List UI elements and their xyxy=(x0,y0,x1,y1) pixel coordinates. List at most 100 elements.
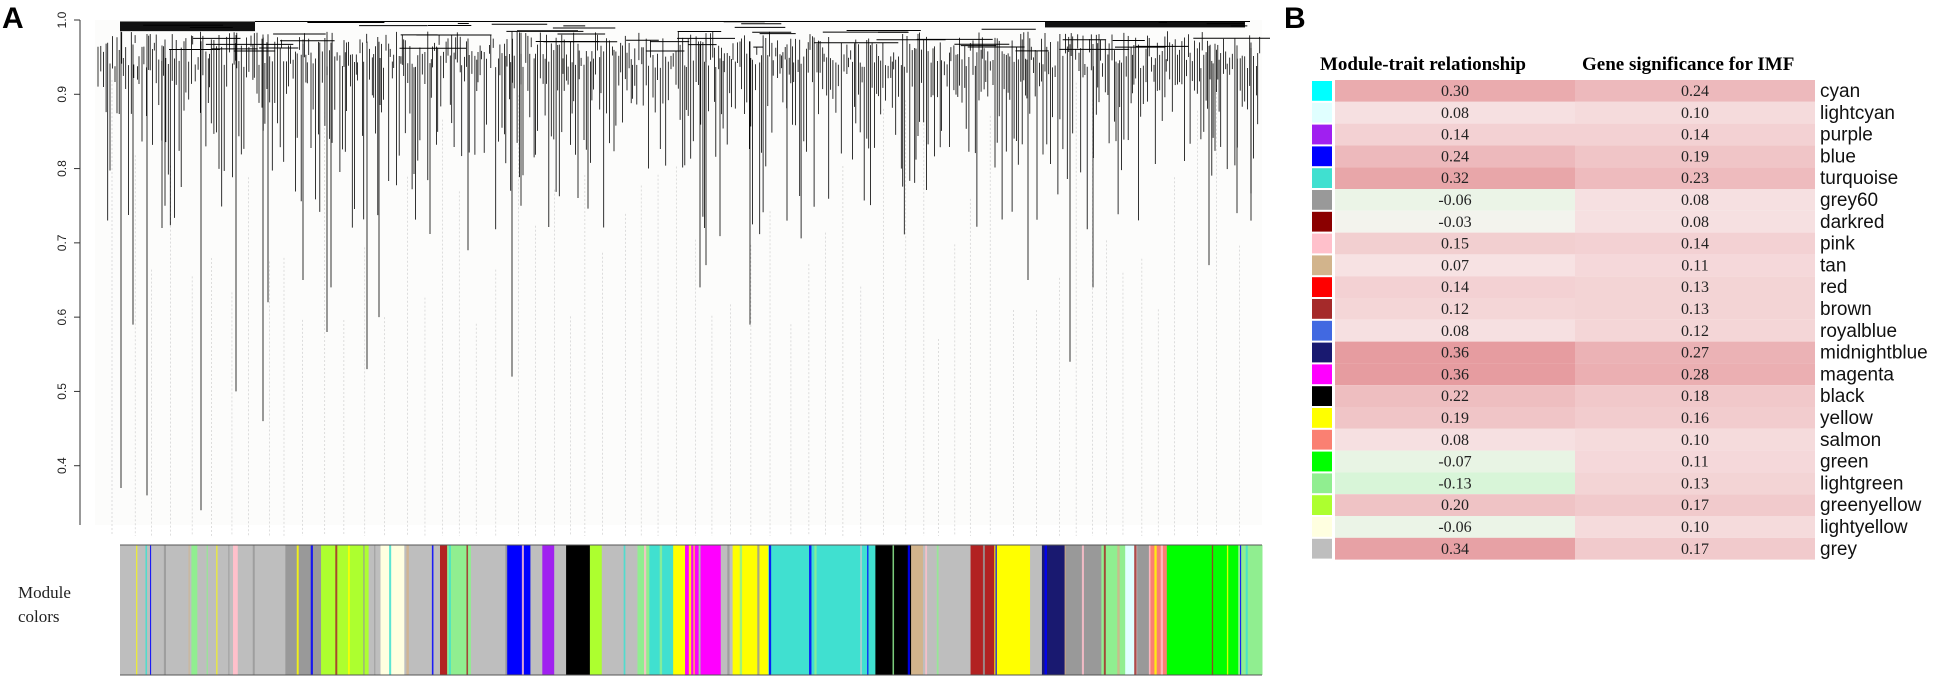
color-bar-stripe xyxy=(936,545,939,675)
cell-value: 0.08 xyxy=(1441,105,1469,122)
color-bar-stripe xyxy=(335,545,338,675)
color-bar-segment xyxy=(720,545,734,675)
heatmap-cell xyxy=(1335,232,1575,255)
merged-block xyxy=(1045,21,1245,28)
module-trait-heatmap: Module-trait relationship Gene significan… xyxy=(1312,54,1928,560)
color-bar-stripe xyxy=(1134,545,1137,675)
cell-value: -0.06 xyxy=(1438,192,1471,209)
dendrogram-leaves xyxy=(97,31,1261,511)
color-bar-stripe xyxy=(149,545,152,675)
cell-value: 0.13 xyxy=(1681,279,1709,296)
heatmap-cell xyxy=(1575,428,1815,451)
cell-value: 0.36 xyxy=(1441,345,1469,362)
heatmap-row: 0.12 0.13 brown xyxy=(1312,298,1872,320)
color-bar-segment xyxy=(439,545,448,675)
heatmap-cell xyxy=(1575,276,1815,298)
heatmap-cell xyxy=(1335,101,1575,124)
cell-value: 0.08 xyxy=(1681,192,1709,209)
module-color-swatch xyxy=(1312,320,1332,341)
color-bar-segment xyxy=(994,545,1031,675)
color-bar-stripe xyxy=(163,545,167,675)
color-bar-stripe xyxy=(814,545,817,675)
heatmap-cell xyxy=(1575,537,1815,560)
color-bar-segment xyxy=(1148,545,1168,675)
module-color-swatch xyxy=(1312,429,1332,450)
cell-value: 0.23 xyxy=(1681,170,1709,187)
module-color-swatch xyxy=(1312,168,1332,188)
color-bar-stripe xyxy=(1044,545,1047,675)
module-name: purple xyxy=(1820,125,1873,146)
cell-value: 0.12 xyxy=(1441,301,1469,318)
cell-value: -0.06 xyxy=(1438,519,1471,536)
color-bar-stripe xyxy=(1160,545,1163,675)
heatmap-row: -0.13 0.13 lightgreen xyxy=(1312,472,1903,494)
color-bar-stripe xyxy=(1154,545,1157,675)
module-color-swatch xyxy=(1312,473,1332,494)
cell-value: 0.10 xyxy=(1681,519,1709,536)
module-name: pink xyxy=(1820,234,1855,255)
panel-label-b: B xyxy=(1284,2,1306,35)
heatmap-cell xyxy=(1575,407,1815,429)
module-color-swatch xyxy=(1312,102,1332,123)
heatmap-row: -0.06 0.08 grey60 xyxy=(1312,189,1878,211)
color-bar-stripe xyxy=(727,545,730,675)
color-bar-stripe xyxy=(688,545,692,675)
cell-value: -0.13 xyxy=(1438,475,1471,492)
color-bar-segment xyxy=(321,545,370,675)
heatmap-cell xyxy=(1575,341,1815,364)
color-bar-stripe xyxy=(1211,545,1214,675)
color-bar-stripe xyxy=(1245,545,1248,675)
color-bar-segment xyxy=(922,545,972,675)
module-name: tan xyxy=(1820,255,1846,276)
color-bar-stripe xyxy=(228,545,230,675)
heatmap-row: 0.36 0.27 midnightblue xyxy=(1312,341,1928,364)
color-bar-stripe xyxy=(431,545,434,675)
color-bar-segment xyxy=(601,545,638,675)
module-color-swatch xyxy=(1312,495,1332,515)
color-bar-stripe xyxy=(347,545,350,675)
y-tick-label: 0.8 xyxy=(55,160,69,177)
heatmap-row: 0.07 0.11 tan xyxy=(1312,254,1846,276)
module-name: green xyxy=(1820,452,1869,473)
module-color-swatch xyxy=(1312,299,1332,319)
heatmap-cell xyxy=(1335,537,1575,560)
module-name: lightcyan xyxy=(1820,103,1895,124)
color-bar-stripe xyxy=(521,545,524,675)
heatmap-row: 0.14 0.13 red xyxy=(1312,276,1847,298)
cell-value: 0.36 xyxy=(1441,366,1469,383)
color-bar-segment xyxy=(120,545,192,675)
heatmap-cell xyxy=(1335,319,1575,342)
color-bar-stripe xyxy=(216,545,218,675)
cell-value: 0.14 xyxy=(1441,279,1469,296)
color-bar-segment xyxy=(237,545,286,675)
cell-value: 0.11 xyxy=(1681,454,1708,471)
cell-value: 0.10 xyxy=(1681,105,1709,122)
color-bar-stripe xyxy=(867,545,869,675)
color-bar-stripes xyxy=(136,545,1248,675)
module-color-swatch xyxy=(1312,364,1332,385)
y-tick-label: 0.9 xyxy=(55,86,69,103)
color-bar-stripe xyxy=(252,545,255,675)
heatmap-cell xyxy=(1575,189,1815,211)
color-bar-stripe xyxy=(982,545,985,675)
color-bar-stripe xyxy=(693,545,695,675)
cell-value: 0.15 xyxy=(1441,236,1469,253)
heatmap-cell xyxy=(1335,189,1575,211)
module-name: greenyellow xyxy=(1820,495,1922,516)
color-bar-stripe xyxy=(623,545,626,675)
heatmap-cell xyxy=(1575,80,1815,102)
module-name: brown xyxy=(1820,299,1872,320)
color-bar-segment xyxy=(506,545,531,675)
heatmap-row: 0.08 0.10 salmon xyxy=(1312,428,1881,451)
module-color-swatch xyxy=(1312,342,1332,363)
y-tick-label: 0.6 xyxy=(55,308,69,325)
module-name: black xyxy=(1820,386,1865,407)
cell-value: 0.18 xyxy=(1681,388,1709,405)
color-bar-stripe xyxy=(907,545,911,675)
heatmap-row: 0.20 0.17 greenyellow xyxy=(1312,494,1922,516)
color-bar-segment xyxy=(1166,545,1239,675)
color-bar-label-line1: Module xyxy=(18,583,71,602)
color-bar-segment xyxy=(768,545,876,675)
module-color-swatch xyxy=(1312,386,1332,406)
cell-value: 0.13 xyxy=(1681,475,1709,492)
